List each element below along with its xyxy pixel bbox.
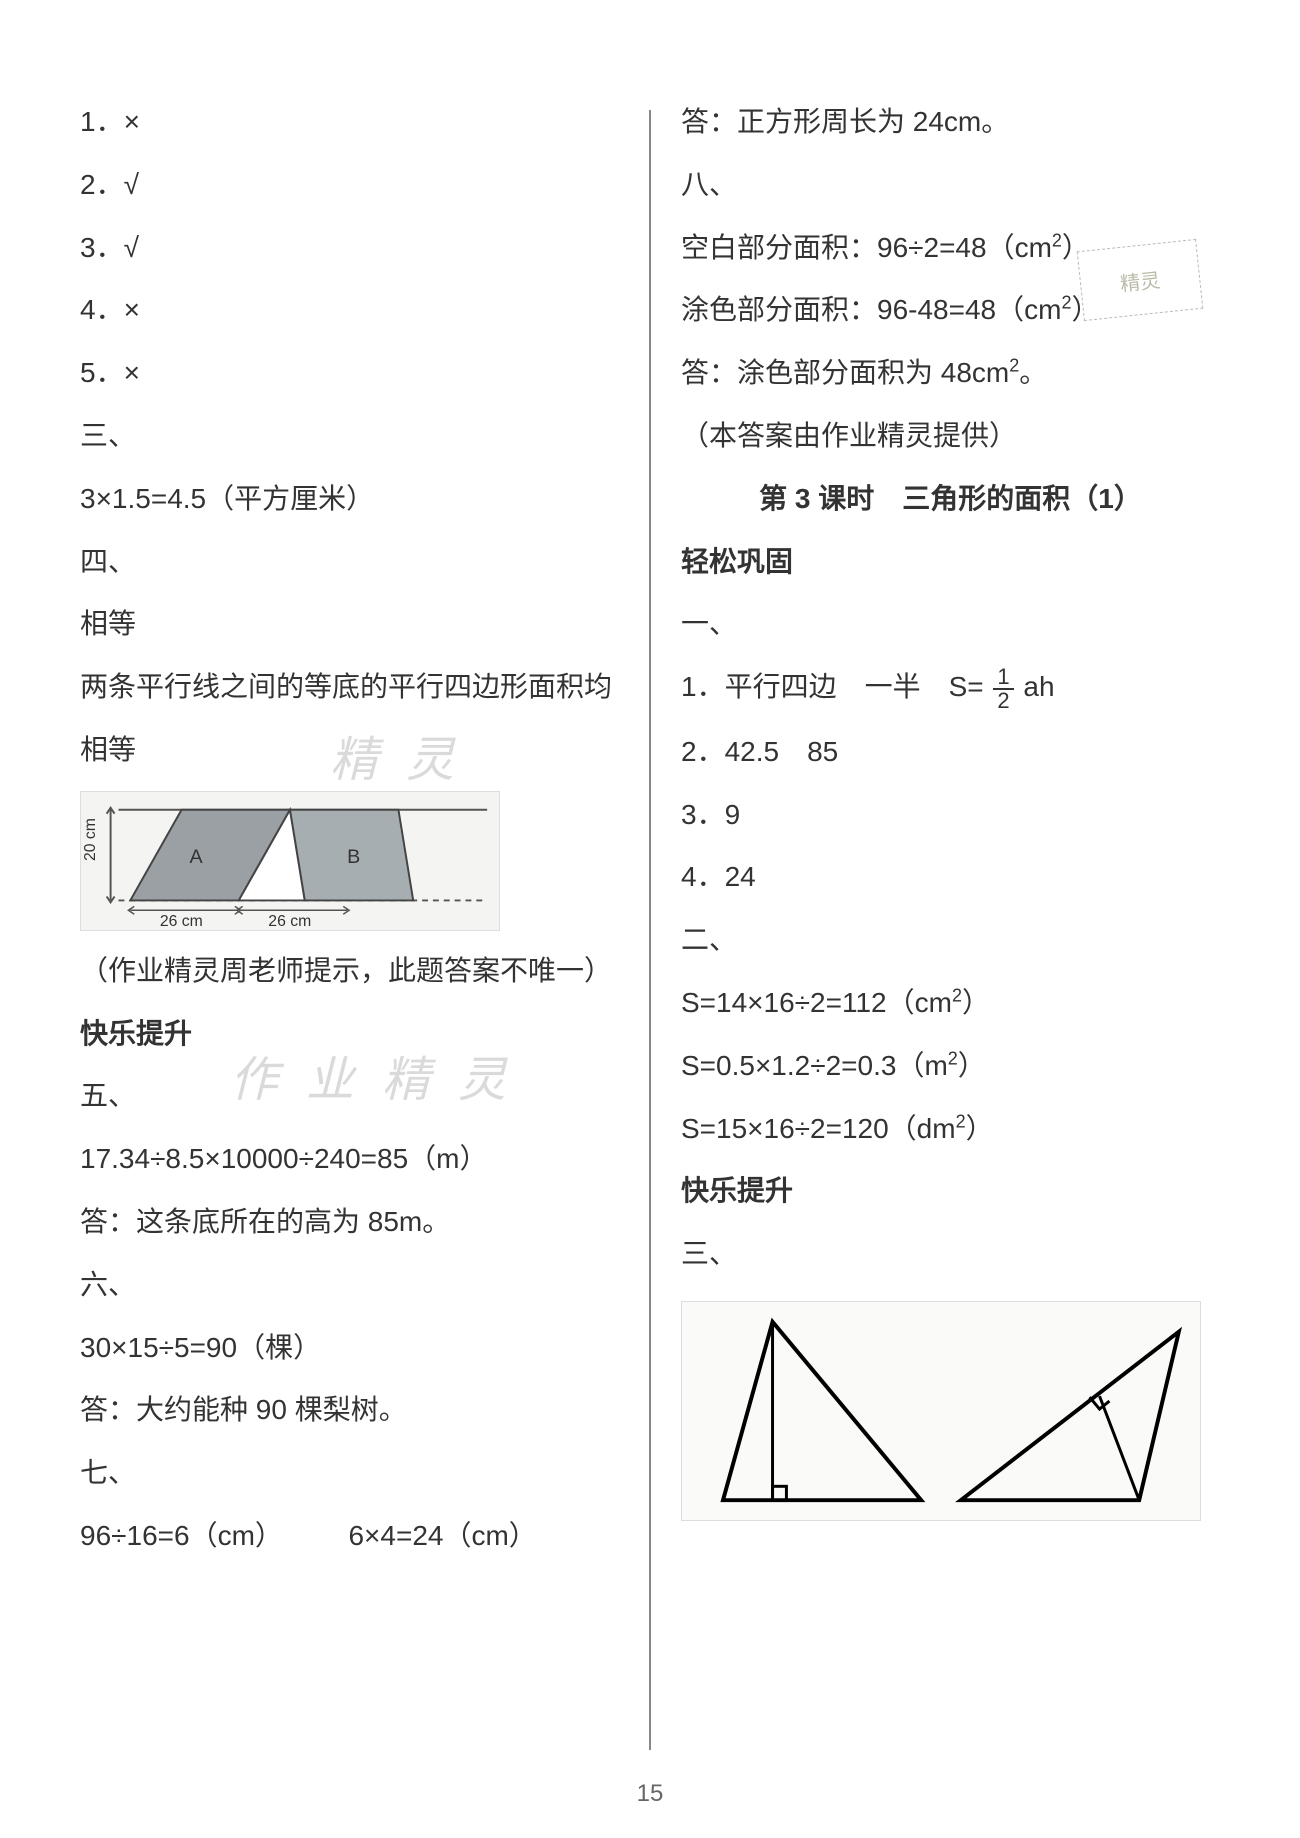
answer-text: 答：涂色部分面积为 48cm2。 [681,351,1220,396]
answer-text: 答：正方形周长为 24cm。 [681,100,1220,145]
section-heading: 二、 [681,918,1220,963]
section-heading: 一、 [681,602,1220,647]
answer-text: 答：大约能种 90 棵梨树。 [80,1388,619,1433]
answer-text: 答：这条底所在的高为 85m。 [80,1200,619,1245]
section-heading: 轻松巩固 [681,540,1220,585]
section-heading: 八、 [681,163,1220,208]
section-heading: 快乐提升 [681,1169,1220,1214]
shape-b-label: B [347,846,360,868]
section-heading: 四、 [80,540,619,585]
list-item: 2．√ [80,163,619,208]
right-column: 答：正方形周长为 24cm。 八、 空白部分面积：96÷2=48（cm2） 涂色… [651,100,1220,1700]
equation-text: 涂色部分面积：96-48=48（cm2） [681,288,1220,333]
credit-text: （本答案由作业精灵提供） [681,414,1220,459]
parallelogram-figure: 20 cm A B 26 cm 26 cm [80,791,500,931]
equation-text: S=14×16÷2=112（cm2） [681,981,1220,1026]
left-column: 1．× 2．√ 3．√ 4．× 5．× 三、 3×1.5=4.5（平方厘米） 四… [80,100,649,1700]
equation-text: S=0.5×1.2÷2=0.3（m2） [681,1044,1220,1089]
section-heading: 七、 [80,1451,619,1496]
height-label: 20 cm [82,818,99,861]
list-item: 1．× [80,100,619,145]
explanation-text: 相等 [80,728,619,773]
section-heading: 三、 [80,414,619,459]
section-heading: 快乐提升 [80,1012,619,1057]
shape-a-label: A [189,846,203,868]
equation-row: 96÷16=6（cm） 6×4=24（cm） [80,1514,619,1559]
hint-text: （作业精灵周老师提示，此题答案不唯一） [80,949,619,994]
triangles-figure [681,1301,1201,1521]
explanation-text: 两条平行线之间的等底的平行四边形面积均 [80,665,619,710]
page-number: 15 [0,1780,1300,1808]
section-heading: 六、 [80,1263,619,1308]
answer-text: 2．42.5 85 [681,730,1220,775]
equation-text: 17.34÷8.5×10000÷240=85（m） [80,1137,619,1182]
fraction: 1 2 [993,666,1013,712]
base1-label: 26 cm [160,913,203,930]
equation-text: 30×15÷5=90（棵） [80,1326,619,1371]
answer-text: 1．平行四边 一半 S= 1 2 ah [681,665,1220,712]
section-heading: 五、 [80,1074,619,1119]
list-item: 3．√ [80,226,619,271]
equation-text: 空白部分面积：96÷2=48（cm2） [681,226,1220,271]
equation-text: 96÷16=6（cm） [80,1520,283,1551]
equation-text: 6×4=24（cm） [348,1520,536,1551]
answer-text: 4．24 [681,855,1220,900]
list-item: 4．× [80,288,619,333]
list-item: 5．× [80,351,619,396]
equation-text: 3×1.5=4.5（平方厘米） [80,477,619,522]
lesson-title: 第 3 课时 三角形的面积（1） [681,477,1220,522]
page-container: 1．× 2．√ 3．√ 4．× 5．× 三、 3×1.5=4.5（平方厘米） 四… [0,0,1300,1740]
answer-text: 相等 [80,602,619,647]
answer-text: 3．9 [681,793,1220,838]
section-heading: 三、 [681,1232,1220,1277]
base2-label: 26 cm [268,913,311,930]
equation-text: S=15×16÷2=120（dm2） [681,1107,1220,1152]
